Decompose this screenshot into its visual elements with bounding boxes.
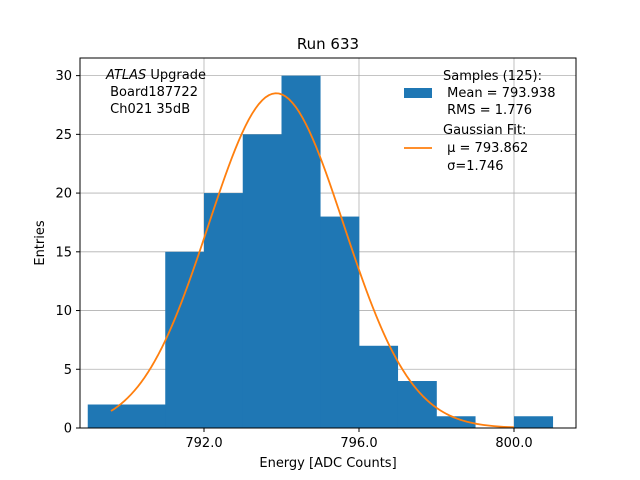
atlas-annotation-rest: Upgrade [146, 68, 206, 83]
plot-frame [79, 57, 577, 429]
histogram-bar-4 [242, 134, 282, 428]
y-tick-label: 25 [55, 128, 72, 143]
histogram-bar-1 [126, 404, 166, 428]
y-axis-label: Entries [33, 220, 48, 266]
y-axis-ticks: 0 5 10 15 20 25 30 [55, 69, 80, 437]
y-tick-label: 10 [55, 304, 72, 319]
atlas-annotation-board: Board187722 [106, 85, 198, 100]
y-tick-label: 30 [55, 69, 72, 84]
histogram-bar-11 [514, 416, 554, 428]
legend-fit-sigma: σ=1.746 [443, 159, 503, 174]
histogram-bar-3 [204, 193, 244, 428]
y-tick-label: 5 [64, 363, 72, 378]
y-tick-label: 0 [64, 422, 72, 437]
y-tick-label: 15 [55, 245, 72, 260]
x-axis-ticks: 792.0 796.0 800.0 [185, 428, 533, 451]
histogram-bar-9 [436, 416, 476, 428]
legend-mean: Mean = 793.938 [443, 86, 555, 101]
histogram-bar-0 [87, 404, 127, 428]
atlas-annotation-channel: Ch021 35dB [106, 102, 190, 117]
x-tick-label: 792.0 [185, 436, 222, 451]
chart-title: Run 633 [297, 35, 359, 53]
atlas-annotation-italic: ATLAS [105, 68, 146, 83]
legend-fit-title: Gaussian Fit: [443, 123, 526, 138]
atlas-annotation: ATLAS Upgrade Board187722 Ch021 35dB [105, 68, 206, 117]
x-tick-label: 796.0 [340, 436, 377, 451]
legend: Samples (125): Mean = 793.938 RMS = 1.77… [404, 69, 555, 174]
svg-text:ATLAS Upgrade: ATLAS Upgrade [105, 68, 206, 83]
x-tick-label: 800.0 [495, 436, 532, 451]
gaussian-fit-curve [110, 92, 515, 429]
histogram-bar-2 [165, 251, 205, 428]
legend-fit-mu: μ = 793.862 [443, 141, 528, 156]
x-axis-label: Energy [ADC Counts] [259, 456, 396, 471]
legend-histogram-swatch [404, 88, 432, 98]
legend-samples: Samples (125): [443, 69, 542, 84]
y-tick-label: 20 [55, 187, 72, 202]
histogram-bar-7 [359, 345, 399, 428]
histogram-bar-5 [281, 75, 321, 428]
histogram-bar-6 [320, 216, 360, 428]
legend-rms: RMS = 1.776 [443, 103, 532, 118]
